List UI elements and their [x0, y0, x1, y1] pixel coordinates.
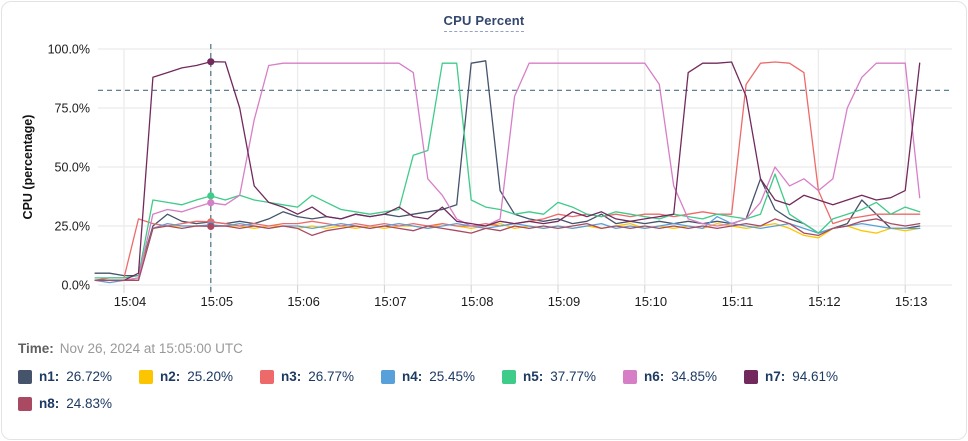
x-tick-label: 15:13: [895, 294, 928, 309]
crosshair-marker-n7: [207, 58, 215, 66]
legend-color-swatch-n4: [381, 369, 395, 384]
crosshair-time-readout: Time: Nov 26, 2024 at 15:05:00 UTC: [18, 341, 243, 356]
legend-item-n8[interactable]: n8: 24.83%: [18, 396, 139, 411]
legend-color-swatch-n1: [18, 369, 32, 384]
series-line-n1: [94, 60, 921, 277]
legend-series-value: 24.83%: [66, 396, 113, 411]
legend-series-name: n3:: [281, 369, 302, 384]
legend-series-value: 26.77%: [308, 369, 355, 384]
legend-color-swatch-n5: [502, 369, 516, 384]
time-label: Time:: [18, 341, 54, 356]
legend-series-value: 37.77%: [550, 369, 597, 384]
y-tick-label: 75.0%: [55, 102, 90, 116]
crosshair-marker-n6: [207, 199, 215, 207]
x-tick-label: 15:08: [461, 294, 494, 309]
series-line-n8: [94, 218, 921, 281]
x-tick-label: 15:09: [548, 294, 581, 309]
y-tick-label: 50.0%: [55, 161, 90, 175]
crosshair-marker-n5: [207, 192, 215, 200]
legend-item-n5[interactable]: n5: 37.77%: [502, 369, 623, 384]
series-line-n4: [94, 215, 921, 284]
x-tick-label: 15:11: [722, 294, 754, 309]
y-tick-label: 25.0%: [55, 220, 90, 234]
series-line-n2: [94, 222, 921, 281]
legend: n1: 26.72% n2: 25.20% n3: 26.77% n4: 25.45% n5: 3…: [18, 369, 958, 411]
series-line-n6: [94, 62, 921, 281]
legend-color-swatch-n6: [623, 369, 637, 384]
chart-title[interactable]: CPU Percent: [443, 13, 525, 32]
x-tick-label: 15:12: [808, 294, 841, 309]
legend-series-name: n6:: [644, 369, 665, 384]
legend-item-n4[interactable]: n4: 25.45%: [381, 369, 502, 384]
legend-series-name: n8:: [39, 396, 60, 411]
y-tick-label: 100.0%: [48, 43, 90, 57]
legend-item-n2[interactable]: n2: 25.20%: [139, 369, 260, 384]
legend-item-n1[interactable]: n1: 26.72%: [18, 369, 139, 384]
legend-series-name: n5:: [523, 369, 544, 384]
legend-item-n6[interactable]: n6: 34.85%: [623, 369, 744, 384]
legend-series-name: n4:: [402, 369, 423, 384]
legend-series-value: 25.45%: [429, 369, 476, 384]
crosshair-marker-n8: [207, 222, 215, 231]
y-axis-title: CPU (percentage): [21, 115, 35, 220]
y-tick-label: 0.0%: [62, 279, 91, 293]
x-tick-label: 15:05: [201, 294, 234, 309]
series-line-n7: [94, 61, 921, 281]
legend-color-swatch-n7: [744, 369, 758, 384]
legend-series-name: n2:: [160, 369, 181, 384]
cpu-percent-chart[interactable]: 0.0% 25.0% 50.0% 75.0% 100.0% 15:04 15:05 15:06…: [2, 2, 967, 314]
legend-item-n7[interactable]: n7: 94.61%: [744, 369, 865, 384]
legend-series-value: 26.72%: [66, 369, 113, 384]
chart-header: CPU Percent: [2, 12, 966, 32]
x-tick-label: 15:07: [374, 294, 407, 309]
x-tick-label: 15:06: [287, 294, 320, 309]
series-line-n5: [94, 62, 921, 279]
series-line-n3: [94, 61, 921, 281]
legend-color-swatch-n3: [260, 369, 274, 384]
time-value: Nov 26, 2024 at 15:05:00 UTC: [59, 341, 243, 356]
x-tick-label: 15:10: [635, 294, 668, 309]
legend-series-value: 34.85%: [671, 369, 718, 384]
x-tick-label: 15:04: [114, 294, 147, 309]
legend-series-value: 25.20%: [187, 369, 234, 384]
legend-series-value: 94.61%: [792, 369, 839, 384]
legend-item-n3[interactable]: n3: 26.77%: [260, 369, 381, 384]
legend-series-name: n1:: [39, 369, 60, 384]
legend-color-swatch-n8: [18, 396, 32, 411]
legend-color-swatch-n2: [139, 369, 153, 384]
legend-series-name: n7:: [765, 369, 786, 384]
